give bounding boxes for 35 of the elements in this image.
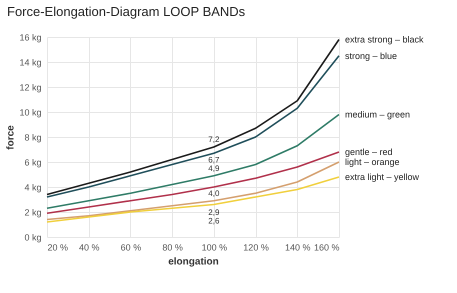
line-series [46, 176, 340, 223]
y-tick-label: 14 kg [19, 58, 42, 68]
series-label: extra strong – black [345, 34, 424, 44]
series-label: extra light – yellow [345, 172, 420, 182]
y-tick-label: 0 kg [24, 232, 42, 242]
y-tick-label: 2 kg [24, 208, 42, 218]
series-label: gentle – red [345, 147, 393, 157]
y-tick-label: 6 kg [24, 158, 42, 168]
x-tick-label: 60 % [120, 242, 142, 252]
y-tick-label: 4 kg [24, 182, 42, 192]
data-label: 4,0 [208, 189, 220, 198]
x-tick-label: 160 % [314, 242, 340, 252]
y-tick-label: 8 kg [24, 132, 42, 142]
series-label: medium – green [345, 110, 410, 120]
y-tick-label: 10 kg [19, 108, 42, 118]
x-tick-label: 20 % [48, 242, 68, 252]
y-axis-title: force [5, 124, 16, 150]
y-tick-label: 16 kg [19, 32, 42, 42]
line-series [46, 114, 340, 210]
x-tick-label: 120 % [243, 242, 269, 252]
line-series [46, 151, 340, 214]
x-tick-label: 80 % [162, 242, 183, 252]
data-label: 4,9 [208, 164, 220, 173]
series-label: light – orange [345, 157, 400, 167]
x-axis-title: elongation [168, 256, 219, 268]
series-label: strong – blue [345, 50, 398, 61]
chart-title: Force-Elongation-Diagram LOOP BANDs [7, 4, 246, 19]
x-tick-label: 100 % [202, 242, 228, 252]
data-label: 6,7 [208, 155, 220, 164]
y-tick-label: 12 kg [19, 82, 42, 92]
data-label: 2,9 [208, 208, 220, 217]
data-label: 2,6 [208, 216, 220, 226]
x-tick-label: 140 % [285, 242, 311, 252]
x-tick-label: 40 % [78, 242, 100, 252]
data-label: 7,2 [208, 135, 220, 144]
